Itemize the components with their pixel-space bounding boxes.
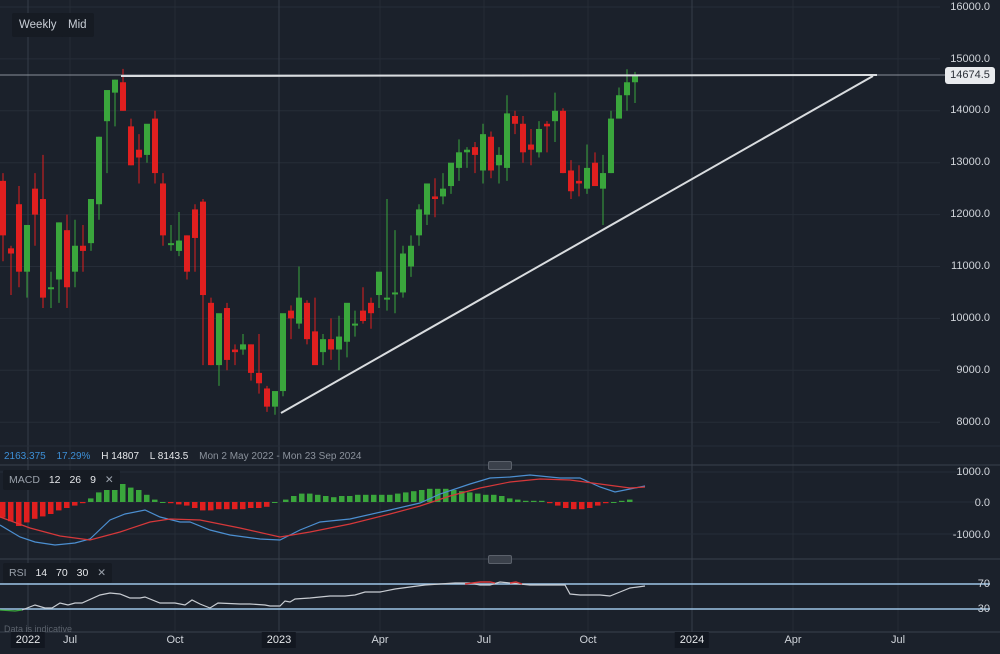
macd-legend: MACD 12 26 9 ✕: [3, 470, 120, 490]
price-tick: 8000.0: [956, 416, 990, 428]
macd-slow: 26: [69, 474, 82, 486]
price-type-button[interactable]: Mid: [61, 13, 94, 37]
price-tick: 14000.0: [950, 104, 990, 116]
price-tick: 10000.0: [950, 312, 990, 324]
rsi-name: RSI: [9, 567, 27, 579]
change-value: 2163.375: [4, 451, 46, 462]
time-tick: Jul: [890, 634, 906, 646]
macd-close-icon[interactable]: ✕: [104, 474, 114, 486]
date-range: Mon 2 May 2022 - Mon 23 Sep 2024: [199, 451, 362, 462]
low-value: L 8143.5: [149, 451, 189, 462]
time-tick: Oct: [166, 634, 184, 646]
rsi-upper: 70: [56, 567, 68, 579]
macd-tick: 0.0: [974, 497, 990, 509]
rsi-resize-handle[interactable]: [488, 555, 512, 564]
time-tick: 2023: [261, 632, 297, 648]
time-tick: Apr: [371, 634, 389, 646]
high-value: H 14807: [101, 451, 140, 462]
rsi-tick: 70: [977, 578, 990, 590]
rsi-period: 14: [35, 567, 48, 579]
time-tick: Oct: [579, 634, 597, 646]
change-percent: 17.29%: [56, 451, 91, 462]
price-tick: 9000.0: [956, 364, 990, 376]
rsi-lower: 30: [76, 567, 89, 579]
rsi-tick: 30: [977, 603, 990, 615]
rsi-panel: [0, 581, 990, 612]
macd-tick: 1000.0: [956, 466, 990, 478]
time-tick: Jul: [476, 634, 492, 646]
rsi-close-icon[interactable]: ✕: [97, 567, 107, 579]
candlesticks: [0, 68, 638, 415]
time-tick: Jul: [62, 634, 78, 646]
rsi-legend: RSI 14 70 30 ✕: [3, 563, 113, 583]
price-tick: 13000.0: [950, 156, 990, 168]
macd-signal: 9: [90, 474, 96, 486]
trendlines: [0, 74, 945, 414]
macd-resize-handle[interactable]: [488, 461, 512, 470]
macd-fast: 12: [48, 474, 61, 486]
macd-name: MACD: [9, 474, 40, 486]
macd-panel: [0, 474, 646, 546]
price-tick: 16000.0: [950, 1, 990, 13]
last-price-badge: 14674.5: [945, 67, 995, 84]
macd-tick: -1000.0: [952, 529, 990, 541]
price-tick: 15000.0: [950, 53, 990, 65]
timeframe-button[interactable]: Weekly: [12, 13, 64, 37]
price-tick: 12000.0: [950, 208, 990, 220]
price-tick: 11000.0: [951, 260, 990, 272]
time-tick: 2024: [674, 632, 710, 648]
time-tick: Apr: [784, 634, 802, 646]
grid-lines: [0, 0, 1000, 633]
info-bar: 2163.375 17.29% H 14807 L 8143.5 Mon 2 M…: [4, 451, 369, 462]
data-indicative-note: Data is indicative: [4, 624, 73, 634]
time-tick: 2022: [10, 632, 46, 648]
